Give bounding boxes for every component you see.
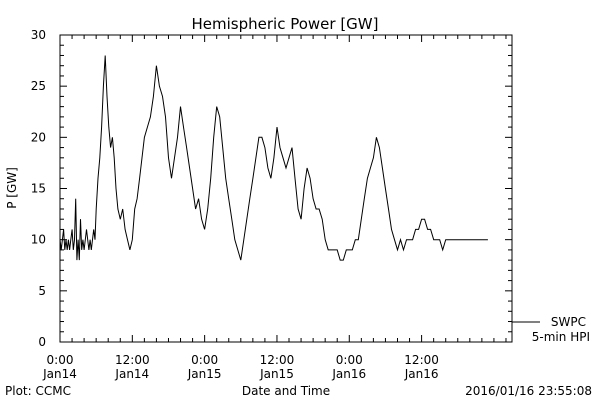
y-tick-label: 15 [31, 182, 46, 196]
y-tick-label: 25 [31, 79, 46, 93]
series-line-5min-hpi [59, 55, 488, 261]
y-tick-label: 20 [31, 130, 46, 144]
x-tick-label-date: Jan15 [259, 367, 294, 381]
x-tick-label-date: Jan16 [404, 367, 439, 381]
x-tick-label-date: Jan16 [331, 367, 366, 381]
y-axis: 0 5 10 15 20 25 30 [31, 28, 512, 349]
series-layer [59, 55, 488, 261]
x-tick-label-time: 12:00 [115, 353, 150, 367]
x-tick-label-date: Jan14 [114, 367, 149, 381]
x-tick-label-date: Jan15 [187, 367, 222, 381]
x-axis: 0:00Jan1412:00Jan140:00Jan1512:00Jan150:… [42, 35, 507, 381]
x-tick-label-time: 0:00 [191, 353, 218, 367]
y-tick-label: 10 [31, 233, 46, 247]
chart-title: Hemispheric Power [GW] [192, 15, 379, 33]
footer-timestamp: 2016/01/16 23:55:08 [465, 384, 592, 398]
x-tick-label-time: 0:00 [47, 353, 74, 367]
footer-credit: Plot: CCMC [5, 384, 71, 398]
y-tick-label: 0 [38, 335, 46, 349]
legend: SWPC 5-min HPI [512, 315, 590, 344]
y-tick-label: 5 [38, 284, 46, 298]
x-tick-label-time: 12:00 [260, 353, 295, 367]
x-axis-label: Date and Time [242, 384, 330, 398]
x-tick-label-time: 12:00 [404, 353, 439, 367]
legend-source: SWPC [551, 315, 586, 329]
y-axis-label: P [GW] [5, 167, 19, 209]
x-tick-label-date: Jan14 [42, 367, 77, 381]
y-tick-label: 30 [31, 28, 46, 42]
x-tick-label-time: 0:00 [336, 353, 363, 367]
plot-frame [59, 34, 513, 343]
legend-series-label: 5-min HPI [532, 330, 590, 344]
